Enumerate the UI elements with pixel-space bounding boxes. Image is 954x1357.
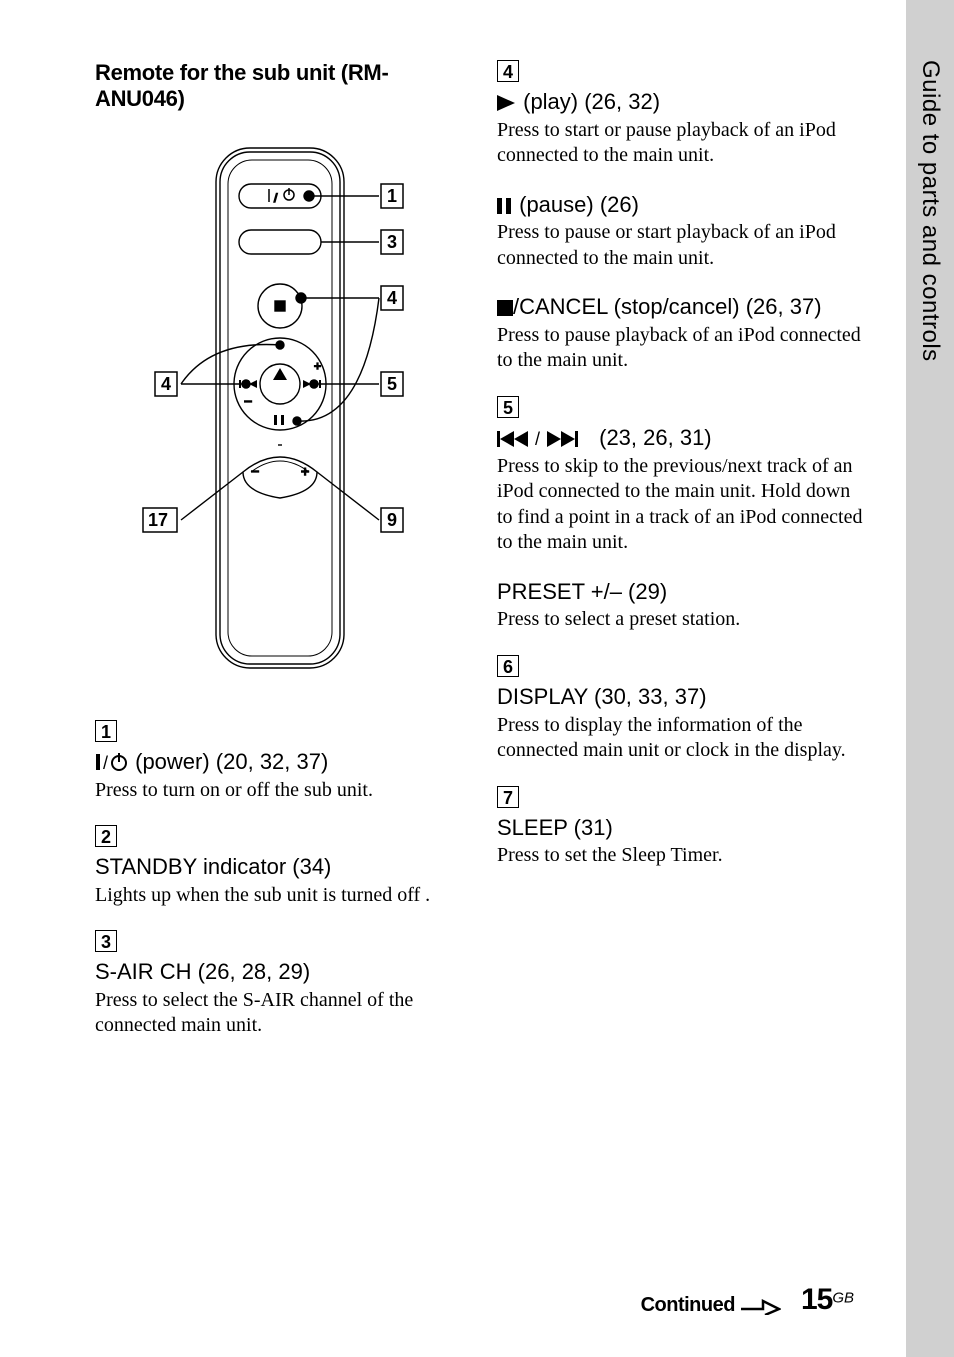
left-column: Remote for the sub unit (RM-ANU046) /	[95, 60, 467, 1061]
svg-text:3: 3	[387, 232, 397, 252]
right-column: 4 (play) (26, 32) Press to start or paus…	[497, 60, 869, 1061]
item-5-preset-title: PRESET +/– (29)	[497, 578, 869, 606]
item-4-pause: (pause) (26) Press to pause or start pla…	[497, 191, 869, 272]
svg-text:4: 4	[161, 374, 171, 394]
pause-icon	[497, 198, 513, 214]
item-3-body: Press to select the S-AIR channel of the…	[95, 988, 467, 1039]
callout-7: 7	[497, 786, 519, 808]
remote-diagram: /	[111, 140, 451, 680]
stop-icon	[497, 300, 513, 316]
power-icon: /	[95, 752, 129, 772]
callout-6: 6	[497, 655, 519, 677]
item-1: 1 / (power) (20, 32, 37) Press to turn o…	[95, 720, 467, 803]
page-number: 15GB	[801, 1283, 854, 1317]
item-5-skip-title: / (23, 26, 31)	[497, 424, 869, 452]
play-icon	[497, 95, 517, 111]
page-suffix: GB	[832, 1290, 854, 1307]
callout-4: 4	[497, 60, 519, 82]
item-7: 7 SLEEP (31) Press to set the Sleep Time…	[497, 786, 869, 869]
continued-text: Continued	[641, 1294, 735, 1317]
callout-3: 3	[95, 930, 117, 952]
section-title: Remote for the sub unit (RM-ANU046)	[95, 60, 467, 112]
item-5-preset-body: Press to select a preset station.	[497, 607, 869, 633]
callout-1: 1	[95, 720, 117, 742]
item-5-skip-body: Press to skip to the previous/next track…	[497, 454, 869, 556]
item-2-body: Lights up when the sub unit is turned of…	[95, 883, 467, 909]
item-4-play-title: (play) (26, 32)	[497, 88, 869, 116]
item-4: 4 (play) (26, 32) Press to start or paus…	[497, 60, 869, 169]
svg-text:/: /	[535, 431, 540, 447]
svg-text:−: −	[251, 463, 259, 479]
item-1-body: Press to turn on or off the sub unit.	[95, 778, 467, 804]
svg-text:+: +	[314, 359, 321, 373]
continued-label: Continued	[641, 1294, 781, 1317]
page-num: 15	[801, 1283, 832, 1316]
svg-text:9: 9	[387, 510, 397, 530]
item-3-title: S-AIR CH (26, 28, 29)	[95, 958, 467, 986]
svg-text:−: −	[244, 393, 252, 409]
svg-text:4: 4	[387, 288, 397, 308]
columns: Remote for the sub unit (RM-ANU046) /	[95, 60, 869, 1061]
svg-text:/: /	[103, 753, 108, 772]
item-7-title: SLEEP (31)	[497, 814, 869, 842]
item-4-stop-title: /CANCEL (stop/cancel) (26, 37)	[497, 293, 869, 321]
item-4-stop: /CANCEL (stop/cancel) (26, 37) Press to …	[497, 293, 869, 374]
skip-prev-next-icon: /	[497, 431, 593, 447]
side-tab-label: Guide to parts and controls	[916, 60, 944, 362]
continued-arrow-icon	[741, 1297, 781, 1315]
item-4-pause-body: Press to pause or start playback of an i…	[497, 220, 869, 271]
item-4-play-body: Press to start or pause playback of an i…	[497, 118, 869, 169]
svg-text:17: 17	[148, 510, 168, 530]
callout-5: 5	[497, 396, 519, 418]
item-5-preset: PRESET +/– (29) Press to select a preset…	[497, 578, 869, 633]
footer: Continued 15GB	[95, 1283, 854, 1317]
item-3: 3 S-AIR CH (26, 28, 29) Press to select …	[95, 930, 467, 1039]
item-2-title: STANDBY indicator (34)	[95, 853, 467, 881]
callout-2: 2	[95, 825, 117, 847]
item-1-title: / (power) (20, 32, 37)	[95, 748, 467, 776]
item-6-title: DISPLAY (30, 33, 37)	[497, 683, 869, 711]
page: Guide to parts and controls Remote for t…	[0, 0, 954, 1357]
svg-text:+: +	[301, 463, 309, 479]
item-7-body: Press to set the Sleep Timer.	[497, 843, 869, 869]
svg-text:5: 5	[387, 374, 397, 394]
item-2: 2 STANDBY indicator (34) Lights up when …	[95, 825, 467, 908]
svg-text:/: /	[274, 191, 278, 205]
svg-text:1: 1	[387, 186, 397, 206]
side-tab: Guide to parts and controls	[906, 0, 954, 1357]
item-6-body: Press to display the information of the …	[497, 713, 869, 764]
item-4-pause-title: (pause) (26)	[497, 191, 869, 219]
item-4-stop-body: Press to pause playback of an iPod conne…	[497, 323, 869, 374]
item-6: 6 DISPLAY (30, 33, 37) Press to display …	[497, 655, 869, 764]
item-5: 5 / (23, 26, 31	[497, 396, 869, 556]
